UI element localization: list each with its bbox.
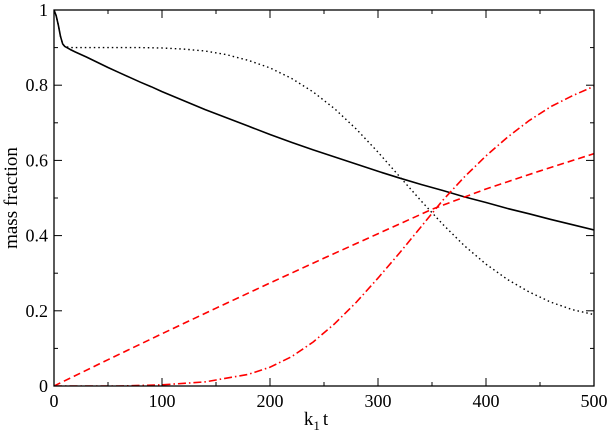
series-line-dotted-2	[54, 10, 594, 316]
y-tick-label: 0	[39, 376, 48, 396]
y-tick-label: 0.2	[26, 301, 49, 321]
axis-ticks	[53, 9, 595, 387]
series-line-dashdot-4	[54, 85, 594, 386]
x-tick-label: 0	[50, 391, 59, 411]
x-tick-label: 300	[365, 391, 392, 411]
x-axis-title: k1 t	[304, 409, 329, 433]
plot-lines	[54, 10, 594, 386]
x-axis-title-suffix: t	[323, 409, 329, 430]
y-tick-label: 1	[39, 0, 48, 20]
y-axis-title: mass fraction	[1, 147, 22, 249]
series-line-solid-1	[54, 10, 594, 231]
y-tick-label: 0.6	[26, 150, 49, 170]
y-tick-label: 0.8	[26, 75, 49, 95]
series-line-dashed-3	[54, 152, 594, 386]
x-axis-title-main: k	[304, 409, 314, 430]
x-tick-label: 100	[149, 391, 176, 411]
x-tick-label: 500	[581, 391, 608, 411]
plot-frame	[53, 9, 595, 387]
x-tick-label: 200	[257, 391, 284, 411]
x-axis-title-subscript: 1	[313, 418, 320, 433]
x-tick-label: 400	[473, 391, 500, 411]
y-tick-label: 0.4	[26, 226, 49, 246]
tick-labels: 0 100 200 300 400 500 0 0.2 0.4 0.6 0.8 1	[26, 0, 608, 411]
